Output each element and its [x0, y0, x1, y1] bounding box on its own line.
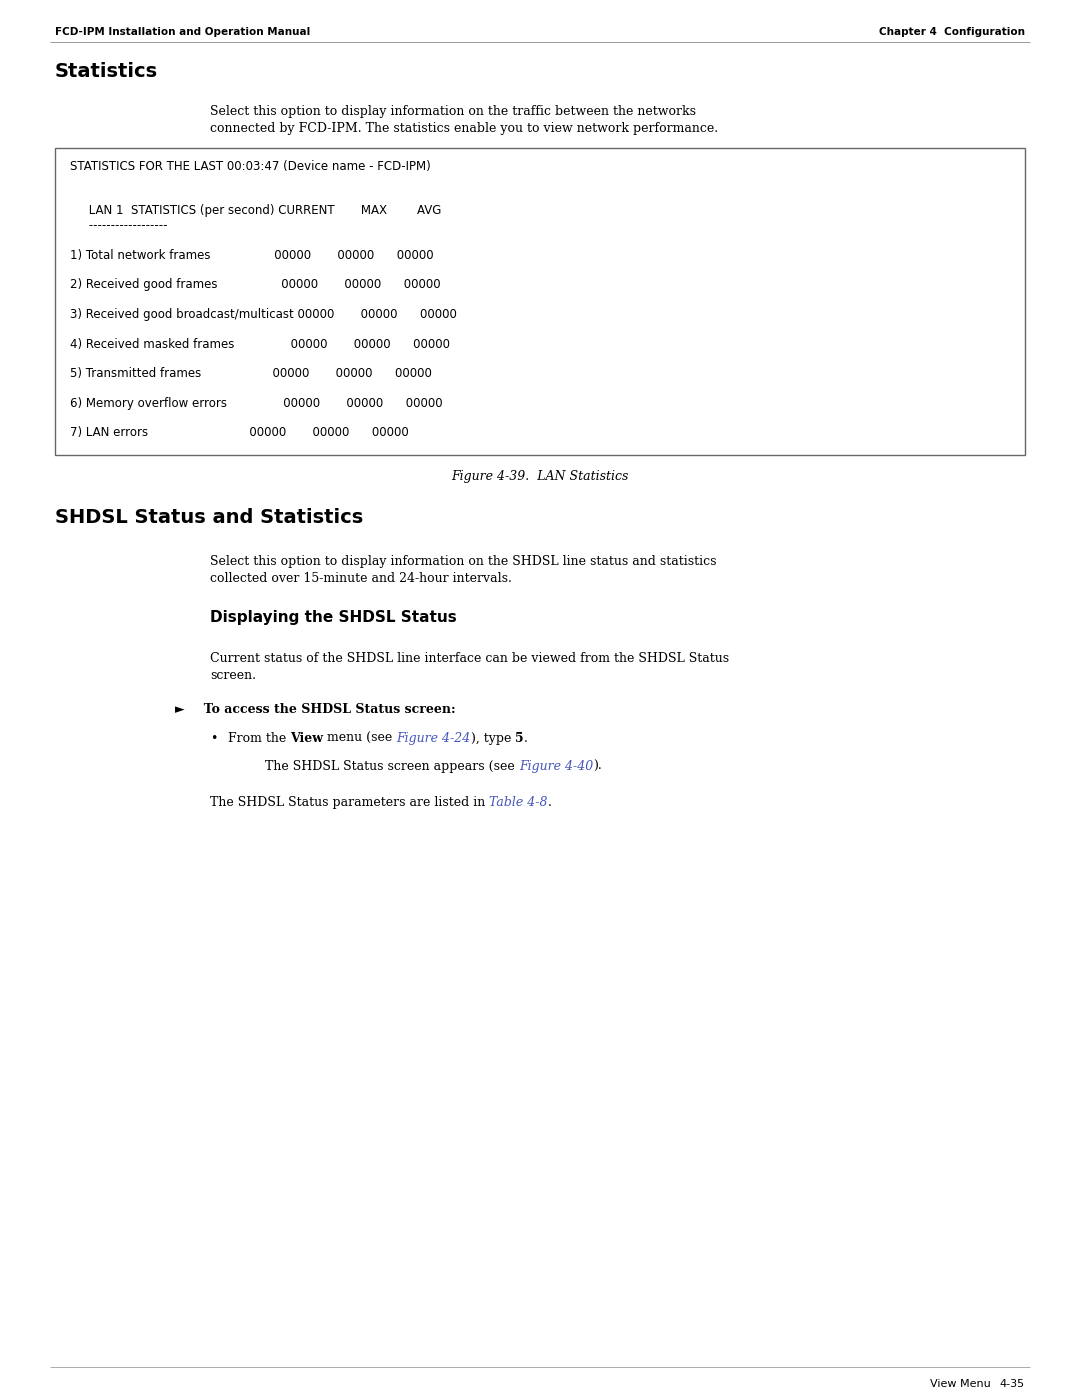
Text: Current status of the SHDSL line interface can be viewed from the SHDSL Status: Current status of the SHDSL line interfa… [210, 652, 729, 665]
Text: menu (see: menu (see [323, 732, 396, 745]
Text: Table 4-8: Table 4-8 [489, 796, 548, 809]
Text: To access the SHDSL Status screen:: To access the SHDSL Status screen: [195, 703, 456, 717]
Text: View: View [291, 732, 323, 745]
Text: .: . [548, 796, 552, 809]
Text: connected by FCD-IPM. The statistics enable you to view network performance.: connected by FCD-IPM. The statistics ena… [210, 122, 718, 136]
Text: Displaying the SHDSL Status: Displaying the SHDSL Status [210, 610, 457, 624]
Text: View Menu: View Menu [930, 1379, 990, 1389]
Text: ►: ► [175, 703, 185, 717]
Text: collected over 15-minute and 24-hour intervals.: collected over 15-minute and 24-hour int… [210, 571, 512, 585]
Text: 6) Memory overflow errors               00000       00000      00000: 6) Memory overflow errors 00000 00000 00… [70, 397, 443, 409]
Text: ).: ). [593, 760, 602, 773]
Text: STATISTICS FOR THE LAST 00:03:47 (Device name - FCD-IPM): STATISTICS FOR THE LAST 00:03:47 (Device… [70, 161, 431, 173]
Text: Select this option to display information on the SHDSL line status and statistic: Select this option to display informatio… [210, 555, 716, 569]
Text: .: . [524, 732, 528, 745]
Text: Statistics: Statistics [55, 61, 158, 81]
Text: LAN 1  STATISTICS (per second) CURRENT       MAX        AVG: LAN 1 STATISTICS (per second) CURRENT MA… [70, 204, 442, 218]
Text: Chapter 4  Configuration: Chapter 4 Configuration [879, 27, 1025, 36]
Text: 5: 5 [515, 732, 524, 745]
Text: 7) LAN errors                           00000       00000      00000: 7) LAN errors 00000 00000 00000 [70, 426, 408, 440]
Text: The SHDSL Status parameters are listed in: The SHDSL Status parameters are listed i… [210, 796, 489, 809]
Text: From the: From the [228, 732, 291, 745]
Text: 2) Received good frames                 00000       00000      00000: 2) Received good frames 00000 00000 0000… [70, 278, 441, 292]
Text: FCD-IPM Installation and Operation Manual: FCD-IPM Installation and Operation Manua… [55, 27, 310, 36]
Text: ------------------: ------------------ [70, 219, 167, 232]
Text: 4-35: 4-35 [1000, 1379, 1025, 1389]
Text: 3) Received good broadcast/multicast 00000       00000      00000: 3) Received good broadcast/multicast 000… [70, 307, 457, 321]
Text: •: • [210, 732, 217, 745]
Text: 5) Transmitted frames                   00000       00000      00000: 5) Transmitted frames 00000 00000 00000 [70, 367, 432, 380]
Text: Select this option to display information on the traffic between the networks: Select this option to display informatio… [210, 105, 696, 117]
Text: Figure 4-24: Figure 4-24 [396, 732, 471, 745]
Text: The SHDSL Status screen appears (see: The SHDSL Status screen appears (see [265, 760, 518, 773]
Text: SHDSL Status and Statistics: SHDSL Status and Statistics [55, 509, 363, 527]
Text: screen.: screen. [210, 669, 256, 682]
Text: Figure 4-40: Figure 4-40 [518, 760, 593, 773]
FancyBboxPatch shape [55, 148, 1025, 455]
Text: Figure 4-39.  LAN Statistics: Figure 4-39. LAN Statistics [451, 469, 629, 483]
Text: 4) Received masked frames               00000       00000      00000: 4) Received masked frames 00000 00000 00… [70, 338, 450, 351]
Text: ), type: ), type [471, 732, 515, 745]
Text: 1) Total network frames                 00000       00000      00000: 1) Total network frames 00000 00000 0000… [70, 249, 434, 261]
